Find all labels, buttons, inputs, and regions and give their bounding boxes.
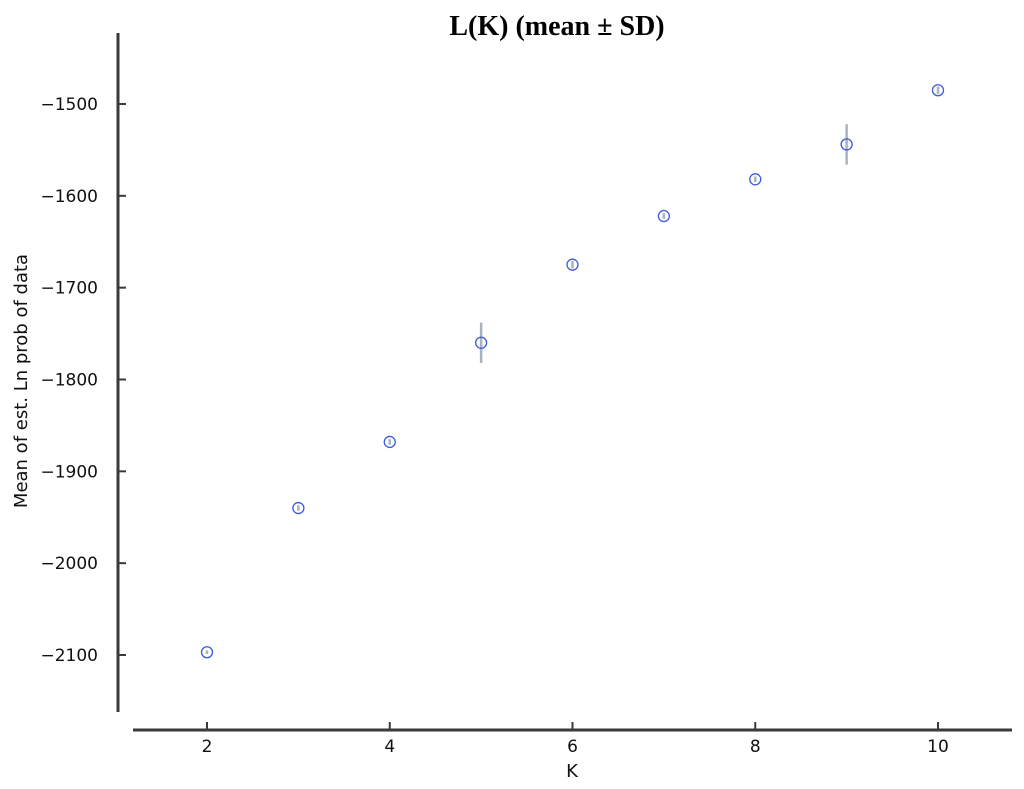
data-point-marker (292, 501, 305, 515)
y-tick-label: −1500 (40, 95, 98, 115)
data-point-marker (566, 258, 579, 271)
x-tick-label: 6 (567, 737, 578, 757)
y-tick-label: −2000 (40, 554, 98, 574)
data-point-marker (657, 209, 671, 223)
x-tick-label: 2 (202, 737, 213, 757)
data-point-marker (474, 336, 488, 349)
data-point-marker (749, 173, 762, 186)
data-point-marker (840, 138, 853, 151)
y-tick-label: −1600 (40, 187, 98, 207)
x-tick-label: 4 (384, 737, 395, 757)
data-point-marker (383, 435, 396, 449)
data-point-marker (200, 646, 214, 659)
chart-title: L(K) (mean ± SD) (449, 11, 664, 42)
y-tick-label: −1800 (40, 371, 98, 391)
data-point-marker (931, 84, 945, 97)
y-tick-label: −1900 (40, 462, 98, 482)
x-tick-label: 10 (927, 737, 949, 757)
y-tick-label: −1700 (40, 279, 98, 299)
x-axis-label: K (566, 761, 579, 782)
y-tick-label: −2100 (40, 646, 98, 666)
data-points (200, 84, 945, 659)
y-axis-label: Mean of est. Ln prob of data (11, 254, 32, 508)
x-tick-label: 8 (750, 737, 761, 757)
x-ticks: 2 4 6 8 10 (202, 722, 949, 757)
y-ticks: −2100 −2000 −1900 −1800 −1700 −1600 −1500 (40, 95, 126, 666)
